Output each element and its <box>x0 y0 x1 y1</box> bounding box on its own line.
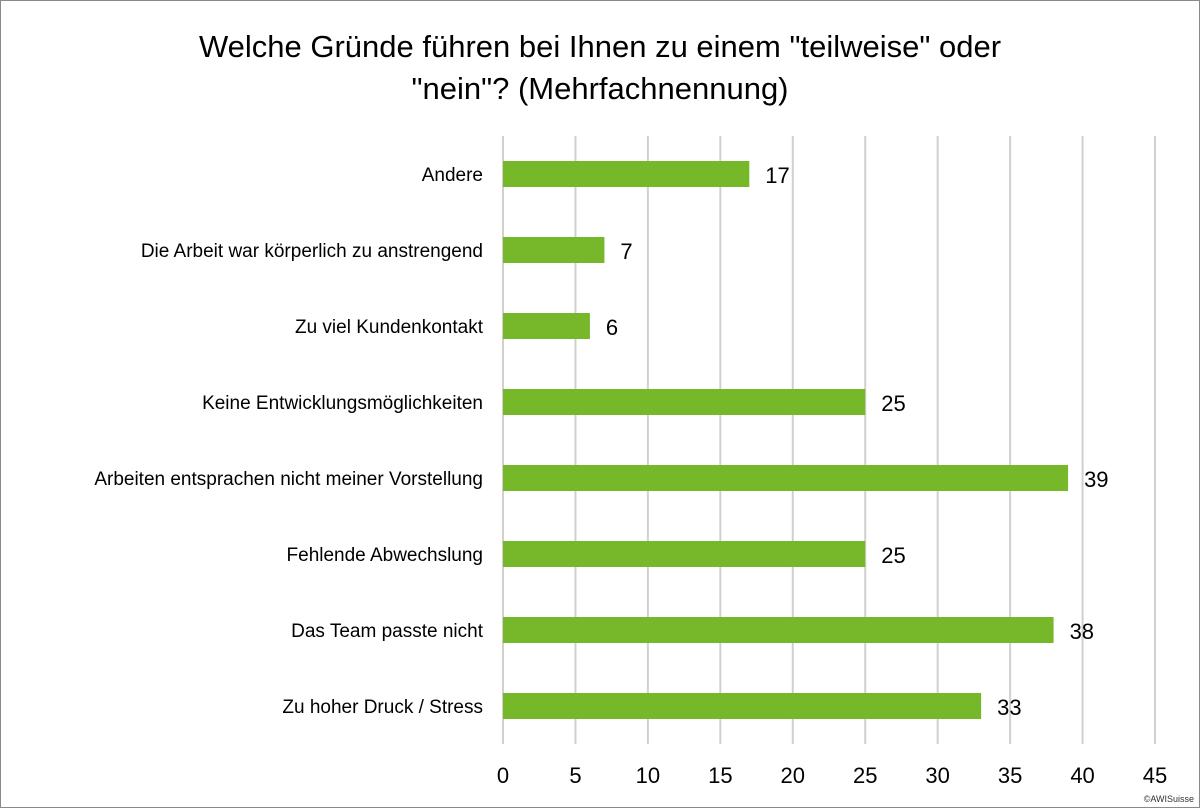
category-label: Zu viel Kundenkontakt <box>295 317 484 338</box>
bar <box>503 389 866 415</box>
data-labels: 17 7 6 25 39 25 38 33 <box>606 163 1109 720</box>
category-label: Arbeiten entsprachen nicht meiner Vorste… <box>94 469 483 490</box>
x-tick-label: 0 <box>497 763 509 788</box>
data-label: 25 <box>881 391 905 416</box>
data-label: 38 <box>1070 619 1094 644</box>
category-label: Fehlende Abwechslung <box>287 545 483 566</box>
data-label: 39 <box>1084 467 1108 492</box>
x-axis-tick-labels: 0 5 10 15 20 25 30 35 40 45 <box>497 763 1167 788</box>
data-label: 25 <box>881 543 905 568</box>
copyright-notice: ©AWISuisse <box>1143 794 1194 804</box>
bar <box>503 617 1054 643</box>
bar <box>503 161 750 187</box>
x-tick-label: 20 <box>781 763 805 788</box>
chart-title-line-2: "nein"? (Mehrfachnennung) <box>411 71 789 106</box>
data-label: 33 <box>997 695 1021 720</box>
bar <box>503 237 605 263</box>
x-tick-label: 10 <box>636 763 660 788</box>
x-tick-label: 40 <box>1070 763 1094 788</box>
gridlines <box>502 136 1156 744</box>
data-label: 6 <box>606 315 618 340</box>
category-label: Die Arbeit war körperlich zu anstrengend <box>141 241 483 262</box>
category-label: Andere <box>422 165 483 186</box>
category-label: Zu hoher Druck / Stress <box>282 697 483 718</box>
x-tick-label: 15 <box>708 763 732 788</box>
x-tick-label: 45 <box>1143 763 1167 788</box>
x-tick-label: 25 <box>853 763 877 788</box>
category-label: Keine Entwicklungsmöglichkeiten <box>202 393 483 414</box>
data-label: 7 <box>620 239 632 264</box>
bars <box>503 161 1069 719</box>
bar <box>503 465 1069 491</box>
x-tick-label: 30 <box>925 763 949 788</box>
category-labels: Andere Die Arbeit war körperlich zu anstr… <box>94 165 483 718</box>
x-tick-label: 35 <box>998 763 1022 788</box>
chart-title-line-1: Welche Gründe führen bei Ihnen zu einem … <box>198 29 1002 64</box>
bar <box>503 313 590 339</box>
x-tick-label: 5 <box>569 763 581 788</box>
category-label: Das Team passte nicht <box>291 621 484 642</box>
bar <box>503 541 866 567</box>
chart-title: Welche Gründe führen bei Ihnen zu einem … <box>100 26 1100 110</box>
data-label: 17 <box>765 163 789 188</box>
bar <box>503 693 982 719</box>
